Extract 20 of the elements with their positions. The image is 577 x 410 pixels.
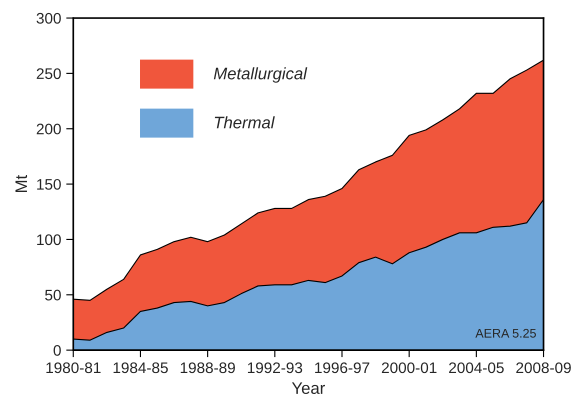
x-tick-label: 1992-93 (248, 362, 302, 374)
x-tick-label: 2000-01 (382, 362, 436, 374)
y-tick-label: 250 (36, 68, 61, 80)
x-tick-label: 1988-89 (180, 362, 235, 374)
x-axis-title: Year (292, 382, 325, 394)
y-tick-label: 0 (54, 345, 61, 356)
x-tick-label: 1984-85 (114, 362, 168, 374)
x-tick-label: 2008-09 (516, 362, 571, 374)
y-tick-label: 100 (37, 234, 61, 246)
legend-label: Metallurgical (214, 67, 308, 83)
annotation: AERA 5.25 (475, 328, 536, 338)
y-tick-label: 300 (36, 12, 61, 24)
x-tick-label: 1980-81 (46, 362, 101, 374)
y-tick-label: 150 (37, 178, 61, 190)
x-tick-label: 2004-05 (449, 362, 504, 374)
x-tick-label: 1996-97 (315, 362, 370, 374)
y-axis-title: Mt (16, 174, 28, 192)
y-tick-label: 50 (45, 290, 61, 300)
y-tick-label: 200 (36, 124, 61, 134)
legend-label: Thermal (214, 116, 275, 128)
